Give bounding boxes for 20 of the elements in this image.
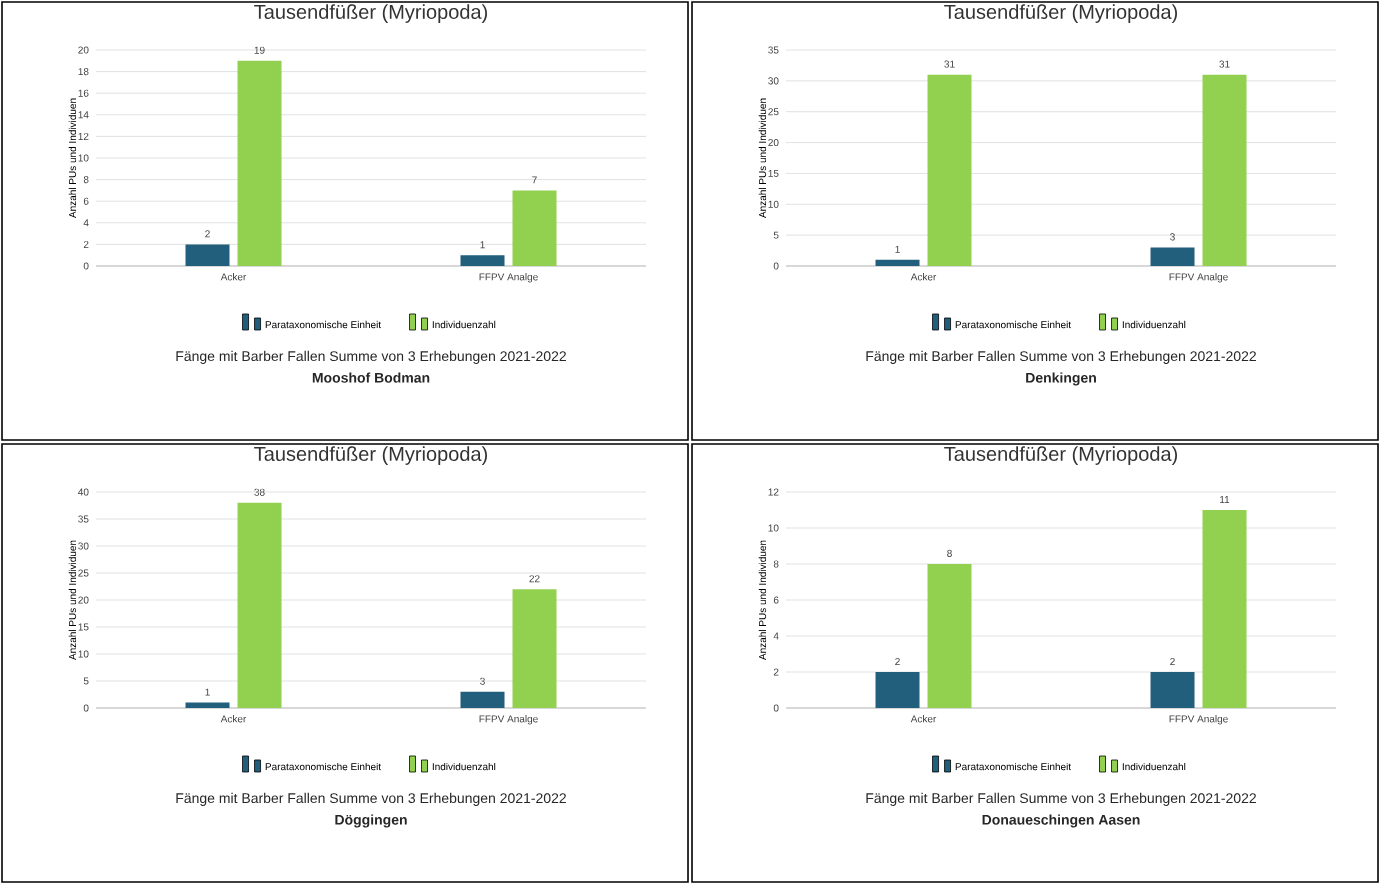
- chart-title: Tausendfüßer (Myriopoda): [944, 446, 1177, 465]
- bar: [1202, 74, 1247, 266]
- bar: [875, 672, 920, 708]
- bar: [512, 190, 557, 266]
- bar: [927, 74, 972, 266]
- bar: [460, 691, 505, 708]
- bar: [1202, 510, 1247, 708]
- chart-title: Tausendfüßer (Myriopoda): [944, 4, 1177, 23]
- bar: [512, 589, 557, 708]
- bar: [460, 255, 505, 266]
- chart-title: Tausendfüßer (Myriopoda): [254, 446, 487, 465]
- bar: [185, 244, 230, 266]
- bar: [1150, 672, 1195, 708]
- bar: [237, 60, 282, 266]
- chart-title: Tausendfüßer (Myriopoda): [254, 4, 487, 23]
- bar: [927, 564, 972, 708]
- bar: [185, 702, 230, 708]
- bar: [1150, 247, 1195, 266]
- bar: [237, 502, 282, 708]
- bar: [875, 259, 920, 266]
